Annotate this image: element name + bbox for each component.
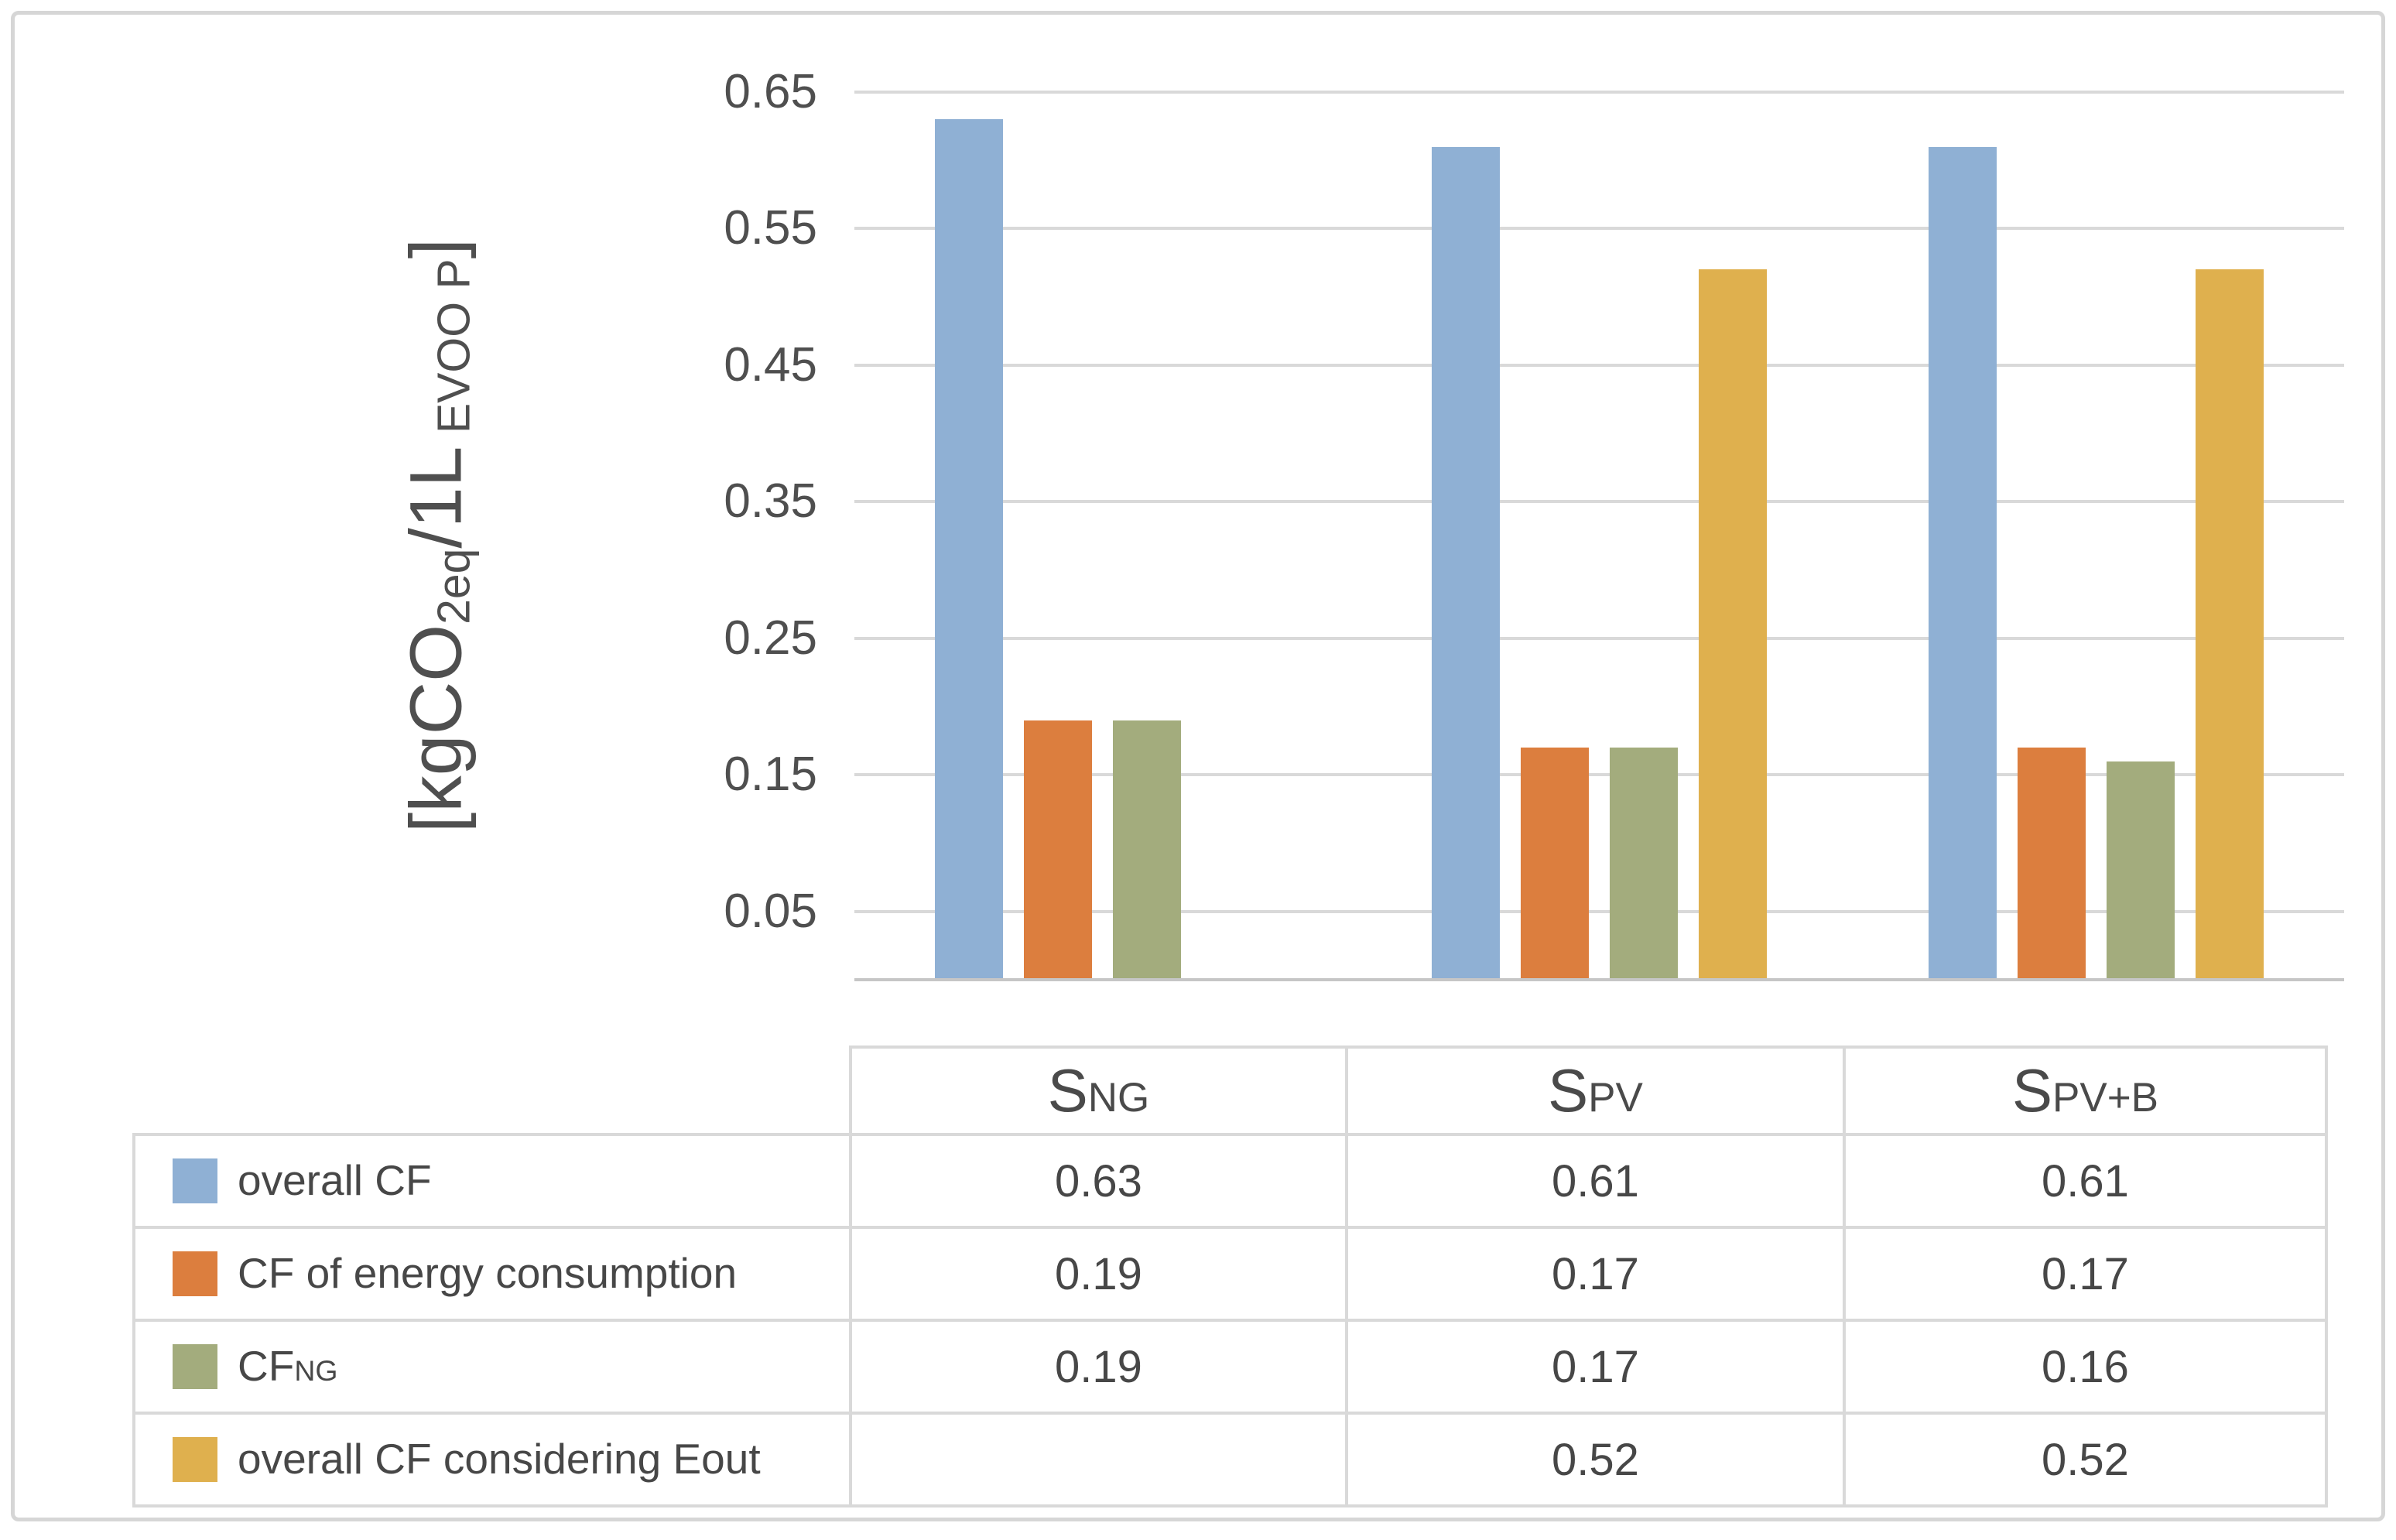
text-part: EVOO P	[429, 258, 480, 447]
column-header-sng: SNG	[849, 1045, 1348, 1136]
bar-cf-ng-sng	[1113, 720, 1182, 980]
y-axis-title: [kgCO2eq/1L EVOO P]	[395, 238, 480, 833]
table-corner-empty-cell	[134, 1047, 851, 1134]
text-part: PV+B	[2052, 1075, 2159, 1121]
text-part: S	[1548, 1056, 1589, 1124]
text-part: 2eq	[429, 548, 480, 625]
gridline	[854, 500, 2344, 504]
text-part: CF of energy consumption	[238, 1249, 738, 1298]
legend-item-cf-ng: CFNG	[132, 1319, 852, 1415]
text-part: overall CF considering Eout	[238, 1435, 761, 1484]
legend-swatch-cf-of-energy-consumption	[173, 1251, 217, 1296]
cell-cf-ng-sng: 0.19	[849, 1319, 1348, 1415]
column-header-spv: SPV	[1345, 1045, 1846, 1136]
bar-overall-cf-sng	[935, 119, 1004, 980]
bar-overall-cf-spv-b	[1928, 146, 1997, 980]
legend-swatch-overall-cf	[173, 1158, 217, 1203]
cell-cf-of-energy-consumption-sng: 0.19	[849, 1226, 1348, 1322]
text-part: NG	[294, 1354, 338, 1388]
gridline	[854, 773, 2344, 777]
bar-cf-ng-spv	[1610, 748, 1678, 980]
y-tick-label: 0.35	[724, 474, 817, 529]
cell-overall-cf-considering-eout-spv: 0.52	[1345, 1412, 1846, 1507]
cell-overall-cf-sng: 0.63	[849, 1133, 1348, 1229]
text-part: ]	[395, 238, 477, 259]
cell-cf-of-energy-consumption-spv-b: 0.17	[1843, 1226, 2328, 1322]
cell-overall-cf-spv-b: 0.61	[1843, 1133, 2328, 1229]
gridline	[854, 91, 2344, 94]
table-row-overall-cf-considering-eout: overall CF considering Eout 0.52 0.52	[132, 1412, 2328, 1507]
category-slot-sng	[854, 92, 1351, 980]
bar-cf-of-energy-consumption-spv	[1521, 748, 1589, 980]
bar-overall-cf-spv	[1432, 146, 1500, 980]
y-tick-label: 0.15	[724, 748, 817, 802]
legend-item-overall-cf: overall CF	[132, 1133, 852, 1229]
legend-swatch-cf-ng	[173, 1343, 217, 1389]
category-slot-spv-b	[1847, 92, 2344, 980]
cell-overall-cf-spv: 0.61	[1345, 1133, 1846, 1229]
text-part: overall CF	[238, 1156, 432, 1205]
gridline	[854, 227, 2344, 231]
table-row-cf-of-energy-consumption: CF of energy consumption 0.19 0.17 0.17	[132, 1226, 2328, 1322]
data-table: SNG SPV SPV+B overall CF 0.63 0.61 0.61 CF of e…	[132, 1045, 2328, 1507]
text-part: NG	[1087, 1075, 1150, 1121]
gridline	[854, 909, 2344, 913]
legend-item-overall-cf-considering-eout: overall CF considering Eout	[132, 1412, 852, 1507]
cell-cf-of-energy-consumption-spv: 0.17	[1345, 1226, 1846, 1322]
legend-swatch-overall-cf-considering-eout	[173, 1436, 217, 1482]
cell-cf-ng-spv: 0.17	[1345, 1319, 1846, 1415]
bar-overall-cf-considering-eout-spv	[1699, 269, 1767, 980]
bar-clusters	[854, 92, 2344, 980]
text-part: S	[1047, 1056, 1088, 1124]
y-tick-label: 0.45	[724, 337, 817, 392]
bar-cf-ng-spv-b	[2106, 761, 2175, 980]
category-slot-spv	[1351, 92, 1848, 980]
cell-overall-cf-considering-eout-sng	[849, 1412, 1348, 1507]
legend-item-cf-of-energy-consumption: CF of energy consumption	[132, 1226, 852, 1322]
gridline	[854, 363, 2344, 367]
text-part: /1L	[395, 446, 477, 549]
table-row-overall-cf: overall CF 0.63 0.61 0.61	[132, 1133, 2328, 1229]
y-tick-label: 0.05	[724, 884, 817, 938]
gridline	[854, 636, 2344, 640]
table-header-row: SNG SPV SPV+B	[134, 1045, 2328, 1136]
plot-area: 0.65 0.55 0.45 0.35 0.25 0.15 0.05	[724, 68, 2344, 981]
text-part: [kgCO	[395, 624, 477, 833]
text-part: CF	[238, 1342, 295, 1391]
figure-frame: [kgCO2eq/1L EVOO P] 0.65 0.55 0.45 0.35 0.25…	[11, 11, 2385, 1521]
text-part: S	[2011, 1056, 2052, 1124]
x-axis-line	[854, 978, 2344, 981]
bar-overall-cf-considering-eout-spv-b	[2195, 269, 2264, 980]
text-part: PV	[1588, 1075, 1643, 1121]
cell-overall-cf-considering-eout-spv-b: 0.52	[1843, 1412, 2328, 1507]
y-tick-label: 0.55	[724, 201, 817, 255]
table-row-cf-ng: CFNG 0.19 0.17 0.16	[132, 1319, 2328, 1415]
column-header-spv-b: SPV+B	[1843, 1045, 2328, 1136]
bar-cf-of-energy-consumption-sng	[1024, 720, 1093, 980]
y-tick-label: 0.65	[724, 65, 817, 118]
bar-cf-of-energy-consumption-spv-b	[2017, 748, 2086, 980]
y-tick-label: 0.25	[724, 611, 817, 665]
cell-cf-ng-spv-b: 0.16	[1843, 1319, 2328, 1415]
